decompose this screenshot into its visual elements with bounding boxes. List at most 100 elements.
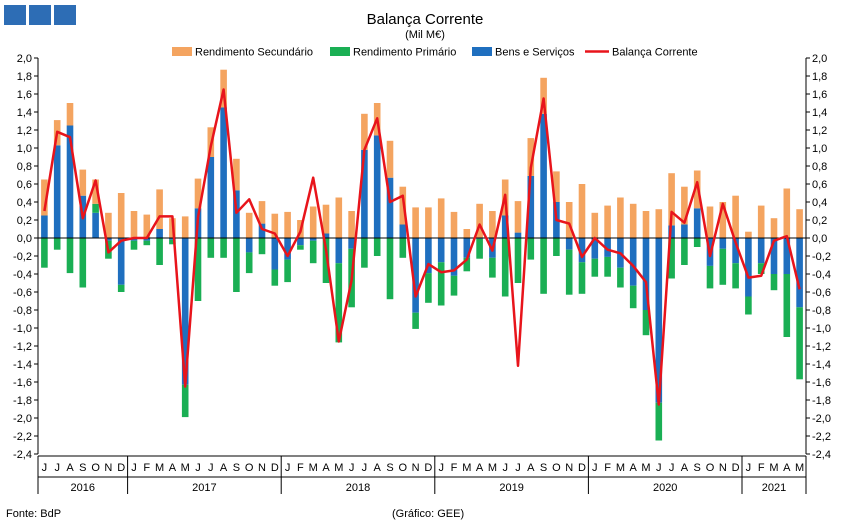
- bar-segment: [92, 179, 99, 204]
- bar-segment: [540, 113, 547, 238]
- y-tick-label-left: 1,2: [17, 125, 32, 137]
- bar-segment: [322, 238, 330, 283]
- x-tick-label: O: [245, 462, 254, 474]
- bar-segment: [309, 206, 317, 238]
- y-tick-label-right: 1,2: [812, 125, 827, 137]
- x-tick-label: N: [719, 462, 727, 474]
- x-tick-label: N: [565, 462, 573, 474]
- x-tick-label: J: [285, 462, 291, 474]
- bar-segment: [693, 238, 701, 247]
- year-label: 2019: [499, 482, 523, 494]
- bar-segment: [373, 135, 381, 238]
- x-tick-label: F: [297, 462, 304, 474]
- x-tick-label: N: [258, 462, 266, 474]
- bar-segment: [92, 212, 99, 238]
- bar-segment: [578, 238, 586, 263]
- bar-segment: [181, 238, 189, 385]
- x-tick-label: D: [732, 462, 740, 474]
- year-label: 2021: [762, 482, 786, 494]
- x-tick-label: A: [630, 462, 638, 474]
- bar-segment: [425, 238, 432, 274]
- bar-segment: [258, 223, 266, 238]
- bar-segment: [143, 214, 151, 238]
- bar-segment: [437, 262, 445, 306]
- bar-segment: [41, 238, 48, 268]
- y-tick-label-left: -2,2: [13, 431, 32, 443]
- bar-segment: [284, 259, 291, 283]
- y-tick-label-right: -1,0: [812, 323, 831, 335]
- bar-segment: [757, 205, 765, 238]
- bar-segment: [105, 238, 112, 241]
- bar-segment: [693, 208, 701, 238]
- x-tick-label: M: [641, 462, 650, 474]
- y-tick-label-right: -1,6: [812, 377, 831, 389]
- y-tick-label-left: -0,2: [13, 251, 32, 263]
- bar-segment: [668, 173, 675, 226]
- bar-segment: [258, 238, 266, 255]
- y-tick-label-left: 0,0: [17, 233, 32, 245]
- bar-segment: [412, 238, 419, 313]
- y-tick-label-right: 0,6: [812, 179, 827, 191]
- y-tick-label-left: 0,8: [17, 161, 32, 173]
- logo-square: [54, 5, 76, 25]
- x-tick-label: J: [349, 462, 355, 474]
- bar-segment: [130, 238, 138, 241]
- bar-segment: [271, 269, 279, 286]
- bar-segment: [194, 178, 202, 209]
- y-tick-label-right: -0,8: [812, 305, 831, 317]
- x-tick-label: F: [758, 462, 765, 474]
- bar-segment: [169, 239, 176, 245]
- bar-segment: [489, 211, 496, 238]
- x-tick-label: M: [488, 462, 497, 474]
- bar-segment: [796, 209, 803, 238]
- bar-segment: [169, 238, 176, 240]
- y-tick-label-right: 0,8: [812, 161, 827, 173]
- bar-segment: [233, 158, 240, 191]
- bar-segment: [681, 224, 688, 238]
- y-tick-label-right: -0,6: [812, 287, 831, 299]
- bar-segment: [66, 103, 74, 126]
- bar-segment: [335, 263, 343, 343]
- bar-segment: [565, 238, 573, 250]
- y-tick-label-left: -2,4: [13, 449, 32, 461]
- bar-segment: [501, 238, 509, 297]
- bar-segment: [450, 238, 458, 276]
- bar-segment: [514, 238, 522, 283]
- x-tick-label: J: [362, 462, 368, 474]
- x-tick-label: J: [42, 462, 48, 474]
- bar-segment: [271, 238, 279, 270]
- x-tick-label: A: [374, 462, 382, 474]
- y-tick-label-left: 1,6: [17, 89, 32, 101]
- x-tick-label: J: [656, 462, 662, 474]
- bar-segment: [361, 149, 368, 238]
- x-tick-label: J: [208, 462, 214, 474]
- bar-segment: [770, 238, 778, 274]
- y-tick-label-left: -1,6: [13, 377, 32, 389]
- x-tick-label: F: [451, 462, 458, 474]
- x-tick-label: A: [783, 462, 791, 474]
- x-tick-label: F: [143, 462, 150, 474]
- credit-note: (Gráfico: GEE): [392, 508, 465, 520]
- bar-segment: [514, 232, 522, 238]
- legend-label: Rendimento Primário: [353, 47, 456, 59]
- bar-segment: [425, 273, 432, 303]
- x-tick-label: A: [681, 462, 689, 474]
- x-tick-label: J: [746, 462, 752, 474]
- bar-segment: [105, 212, 112, 238]
- bar-segment: [796, 238, 803, 308]
- y-tick-label-right: -2,2: [812, 431, 831, 443]
- y-tick-label-right: 0,0: [812, 233, 827, 245]
- bar-segment: [386, 238, 394, 300]
- y-tick-label-left: 0,2: [17, 215, 32, 227]
- x-tick-label: S: [694, 462, 701, 474]
- bar-segment: [233, 190, 240, 238]
- bar-segment: [220, 107, 227, 238]
- bar-segment: [655, 209, 663, 238]
- y-tick-label-left: 2,0: [17, 53, 32, 65]
- bar-segment: [233, 238, 240, 292]
- x-tick-label: J: [669, 462, 675, 474]
- x-tick-label: A: [527, 462, 535, 474]
- bar-segment: [553, 171, 560, 202]
- bar-segment: [361, 238, 368, 268]
